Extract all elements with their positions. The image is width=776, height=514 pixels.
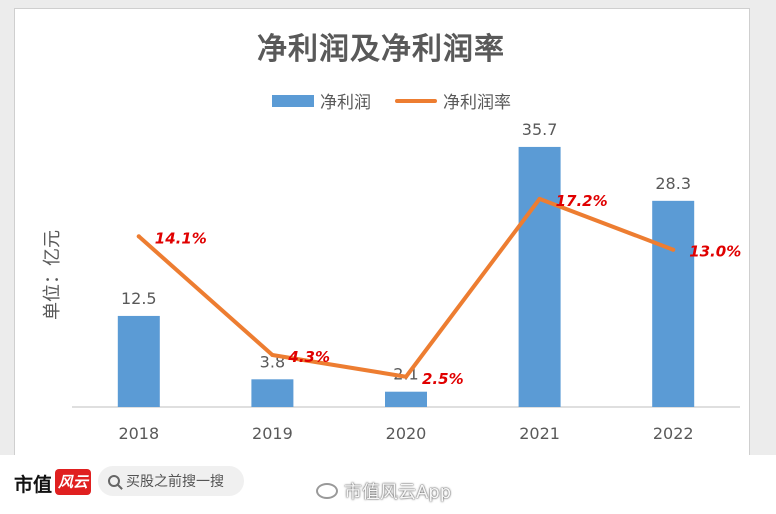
legend-item-line: 净利润率 (395, 88, 511, 113)
legend-line-swatch (395, 98, 437, 103)
line-label-2022: 13.0% (689, 243, 741, 261)
watermark-text: 市值风云App (344, 482, 452, 503)
line-label-2018: 14.1% (155, 229, 207, 247)
line-series (136, 196, 676, 379)
chart-title: 净利润及净利润率 (257, 32, 505, 67)
search-placeholder: 买股之前搜一搜 (126, 474, 224, 490)
line-point-2022 (671, 247, 676, 252)
legend-bar-swatch (272, 94, 314, 107)
brand-logo: 风云 (55, 469, 91, 495)
line-label-2021: 17.2% (556, 192, 608, 210)
weibo-watermark: 市值风云App (316, 478, 451, 504)
line-label-2019: 4.3% (287, 348, 330, 366)
bar-2018 (117, 315, 160, 407)
x-tick-2022: 2022 (653, 424, 694, 443)
bar-2020 (385, 391, 427, 407)
bar-2021 (518, 146, 561, 407)
chart-plot: 12.520183.820192.1202035.7202128.3202214… (72, 120, 741, 443)
weibo-icon (316, 483, 338, 499)
line-point-2020 (404, 374, 408, 379)
chart-legend: 净利润 净利润率 (272, 88, 511, 113)
bar-label-2018: 12.5 (121, 289, 157, 308)
legend-line-label: 净利润率 (443, 93, 511, 113)
x-tick-2018: 2018 (118, 424, 159, 443)
legend-bar-label: 净利润 (320, 93, 371, 113)
search-icon (108, 475, 120, 487)
line-point-2021 (537, 196, 542, 201)
line-point-2018 (136, 234, 141, 239)
bar-2022 (652, 200, 695, 407)
bar-label-2022: 28.3 (655, 174, 691, 193)
line-label-2020: 2.5% (422, 370, 464, 388)
x-tick-2021: 2021 (519, 424, 560, 443)
legend-item-bar: 净利润 (272, 88, 371, 113)
x-tick-2019: 2019 (252, 424, 293, 443)
x-tick-2020: 2020 (386, 424, 427, 443)
line-point-2019 (270, 352, 275, 357)
brand-text: 市值 (14, 474, 53, 496)
search-box[interactable]: 买股之前搜一搜 (98, 466, 244, 496)
bar-2019 (251, 379, 294, 407)
bar-label-2021: 35.7 (522, 120, 558, 139)
